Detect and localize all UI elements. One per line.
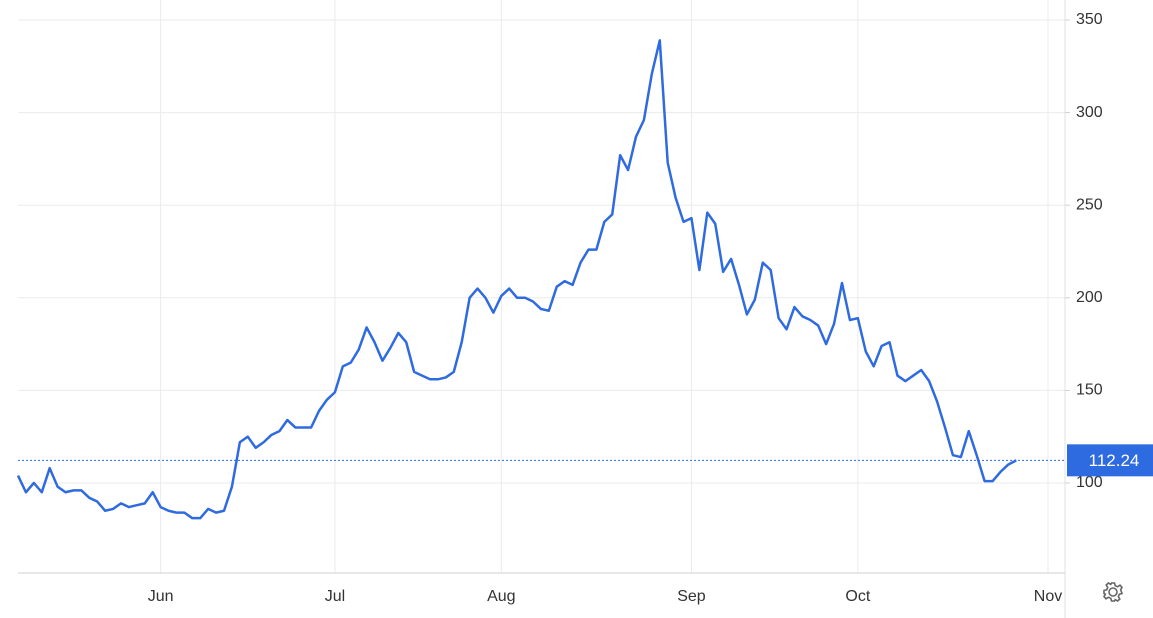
settings-icon-center[interactable]: [1108, 587, 1118, 597]
y-tick-label: 250: [1076, 196, 1103, 213]
y-tick-label: 350: [1076, 11, 1103, 28]
x-tick-label: Aug: [487, 588, 515, 605]
x-tick-label: Nov: [1034, 588, 1062, 605]
x-tick-label: Sep: [677, 588, 706, 605]
x-tick-label: Jun: [148, 588, 174, 605]
settings-icon[interactable]: [1103, 582, 1124, 602]
y-tick-label: 150: [1076, 382, 1103, 399]
current-value-label: 112.24: [1089, 451, 1140, 470]
x-tick-label: Oct: [845, 588, 870, 605]
current-value-box: [1067, 444, 1153, 477]
y-tick-label: 200: [1076, 289, 1103, 306]
price-line: [16, 39, 1017, 520]
settings-icon-gear[interactable]: [1103, 582, 1124, 602]
y-tick-label: 100: [1076, 474, 1103, 491]
y-tick-label: 300: [1076, 104, 1103, 121]
x-labels: Jun Jul Aug Sep Oct Nov: [148, 588, 1063, 605]
x-tick-label: Jul: [325, 588, 345, 605]
